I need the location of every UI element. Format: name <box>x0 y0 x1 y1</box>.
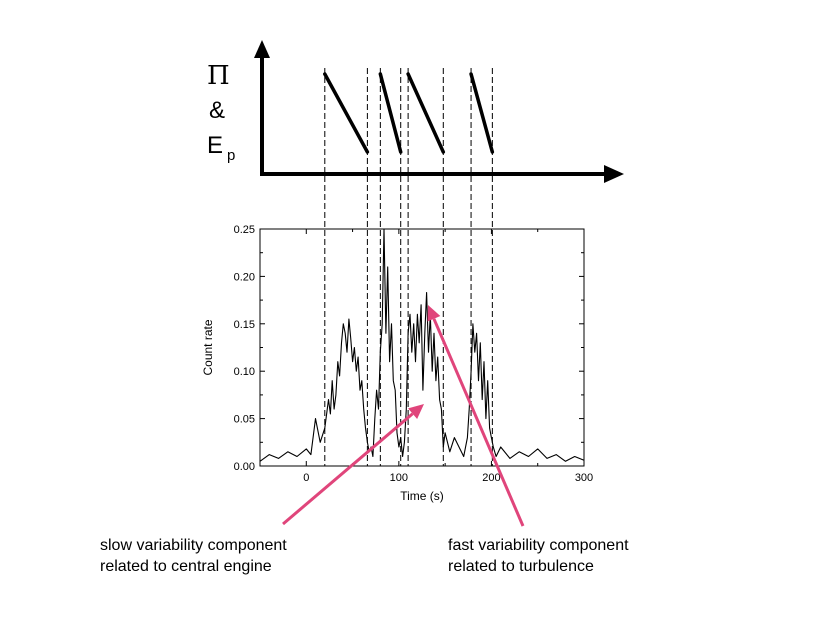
fast-component-arrow-head <box>427 305 441 322</box>
y-tick-label: 0.05 <box>234 414 255 426</box>
y-axis-label: Count rate <box>201 319 215 375</box>
y-tick-label: 0.15 <box>234 319 255 331</box>
vertical-marker-lines <box>324 68 493 466</box>
x-tick-label: 300 <box>575 472 593 484</box>
pulse-decay-segment <box>469 72 495 154</box>
y-tick-label: 0.00 <box>234 461 255 473</box>
schematic-x-arrowhead <box>604 165 624 183</box>
count-rate-plot: 0 100 200 300 0.00 0.05 0.10 0.15 0.20 0.25 Time (… <box>201 224 593 503</box>
schematic-ylabel-subscript: p <box>227 147 235 164</box>
schematic-ylabel-line: Π <box>207 61 230 91</box>
schematic-ylabel-line: E <box>207 132 223 159</box>
slow-component-arrow-head <box>408 404 424 420</box>
pulse-decay-segment <box>378 72 403 154</box>
schematic-y-arrowhead <box>254 40 270 58</box>
fast-component-annotation: fast variability component related to tu… <box>448 537 629 575</box>
pulse-decay-segment <box>323 72 370 154</box>
x-tick-label: 200 <box>482 472 500 484</box>
pulse-decay-segment <box>406 72 446 154</box>
slow-component-annotation: slow variability component related to ce… <box>100 537 287 575</box>
y-tick-label: 0.10 <box>234 366 255 378</box>
x-tick-label: 0 <box>303 472 309 484</box>
x-tick-label: 100 <box>390 472 408 484</box>
annotation-arrows <box>282 305 525 527</box>
schematic-panel: Π & E p <box>207 40 624 183</box>
schematic-ylabel-line: & <box>209 97 225 124</box>
count-rate-series-line <box>259 228 585 462</box>
slow-component-arrow-shaft <box>282 412 414 526</box>
x-axis-label: Time (s) <box>400 489 444 503</box>
y-tick-label: 0.25 <box>234 224 255 236</box>
y-tick-label: 0.20 <box>234 271 255 283</box>
fast-component-arrow-shaft <box>432 318 525 527</box>
